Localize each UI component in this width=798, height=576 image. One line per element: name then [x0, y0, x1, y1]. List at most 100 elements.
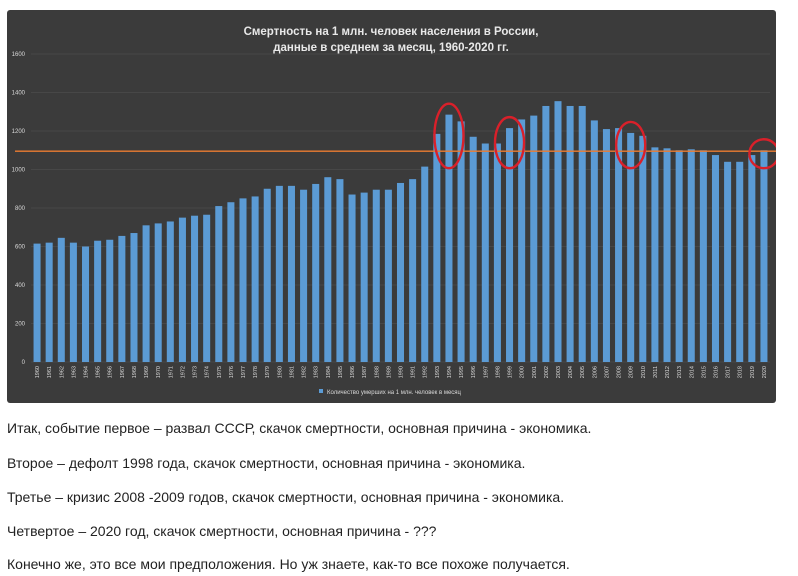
- x-tick-label: 2006: [592, 366, 598, 378]
- x-tick-label: 1975: [217, 366, 223, 378]
- bar-1997: [481, 143, 489, 362]
- x-tick-label: 1972: [180, 366, 186, 378]
- bar-1968: [130, 233, 138, 362]
- x-tick-label: 1970: [156, 366, 162, 378]
- x-tick-label: 2000: [520, 366, 526, 378]
- bar-2006: [590, 120, 598, 362]
- y-axis-tick-labels: 0 200 400 600 800 1000 1200 1400 1600: [12, 52, 26, 366]
- x-tick-label: 1971: [168, 366, 174, 378]
- bar-1999: [506, 128, 514, 362]
- x-tick-label: 1992: [423, 366, 429, 378]
- paragraph-3: Третье – кризис 2008 -2009 годов, скачок…: [7, 489, 565, 505]
- legend: Количество умерших на 1 млн. человек в м…: [319, 389, 462, 396]
- legend-swatch: [319, 389, 323, 393]
- bar-1972: [178, 217, 186, 362]
- bar-1978: [251, 196, 259, 362]
- x-tick-label: 2018: [738, 366, 744, 378]
- x-tick-label: 2003: [556, 366, 562, 378]
- x-tick-label: 2014: [689, 366, 695, 378]
- bar-2010: [639, 135, 647, 362]
- bar-1996: [469, 136, 477, 362]
- bar-2002: [542, 105, 550, 362]
- bar-1984: [324, 177, 332, 362]
- bar-1991: [409, 179, 417, 362]
- x-tick-label: 1999: [508, 366, 514, 378]
- bar-2015: [699, 150, 707, 362]
- x-tick-label: 1989: [386, 366, 392, 378]
- x-tick-label: 1965: [96, 366, 102, 378]
- bar-1971: [166, 221, 174, 362]
- bar-2017: [724, 161, 732, 362]
- bar-2000: [518, 119, 526, 362]
- x-tick-label: 2017: [726, 366, 732, 378]
- x-tick-label: 1996: [471, 366, 477, 378]
- x-tick-label: 2011: [653, 366, 659, 378]
- x-tick-label: 2001: [532, 366, 538, 378]
- bar-1982: [300, 189, 308, 362]
- bar-1994: [445, 114, 453, 362]
- x-tick-label: 1973: [193, 366, 199, 378]
- bar-1960: [33, 243, 41, 362]
- x-tick-label: 1962: [59, 366, 65, 378]
- x-tick-label: 2007: [604, 366, 610, 378]
- chart-title-line-1: Смертность на 1 млн. человек населения в…: [244, 26, 539, 38]
- highlight-circle-2020: [748, 138, 776, 170]
- x-tick-label: 1964: [84, 366, 90, 378]
- x-tick-label: 1960: [35, 366, 41, 378]
- bar-2008: [615, 128, 623, 362]
- highlight-circle-1994: [433, 102, 465, 170]
- bar-2013: [675, 150, 683, 362]
- bar-1969: [142, 225, 150, 362]
- bar-1974: [203, 214, 211, 362]
- bar-2007: [602, 129, 610, 362]
- x-tick-label: 1991: [411, 366, 417, 378]
- bar-1961: [45, 242, 53, 362]
- bar-1986: [348, 194, 356, 362]
- bar-1965: [94, 240, 102, 362]
- x-axis-tick-labels: 1960 1961 1962 1963 1964 1965 1966 1967 1968 1969…: [35, 366, 768, 378]
- x-tick-label: 1969: [144, 366, 150, 378]
- x-tick-label: 2005: [580, 366, 586, 378]
- bar-2020: [760, 150, 768, 362]
- x-tick-label: 1968: [132, 366, 138, 378]
- x-tick-label: 1993: [435, 366, 441, 378]
- x-tick-label: 2020: [762, 366, 768, 378]
- x-tick-label: 2016: [713, 366, 719, 378]
- x-tick-label: 1982: [302, 366, 308, 378]
- y-tick-label: 200: [15, 322, 26, 328]
- highlight-circle-2009: [614, 120, 647, 170]
- bar-1983: [312, 183, 320, 362]
- bar-2011: [651, 147, 659, 362]
- bar-1976: [227, 202, 235, 362]
- paragraph-4: Четвертое – 2020 год, скачок смертности,…: [7, 523, 437, 539]
- chart-card: Смертность на 1 млн. человек населения в…: [7, 10, 776, 403]
- x-tick-label: 2019: [750, 366, 756, 378]
- x-tick-label: 2002: [544, 366, 550, 378]
- x-tick-label: 1966: [108, 366, 114, 378]
- x-tick-label: 1985: [338, 366, 344, 378]
- bar-1964: [82, 246, 90, 362]
- bar-1989: [384, 189, 392, 362]
- x-tick-label: 1988: [374, 366, 380, 378]
- chart-title-line-2: данные в среднем за месяц, 1960-2020 гг.: [273, 42, 509, 54]
- x-tick-label: 1963: [71, 366, 77, 378]
- y-tick-label: 0: [22, 360, 26, 366]
- bar-2019: [748, 155, 756, 362]
- x-tick-label: 1983: [314, 366, 320, 378]
- bar-1973: [191, 215, 199, 362]
- bar-2003: [554, 101, 562, 362]
- y-tick-label: 1400: [12, 91, 26, 97]
- highlight-circles: [433, 102, 776, 170]
- x-tick-label: 1976: [229, 366, 235, 378]
- x-tick-label: 1995: [459, 366, 465, 378]
- x-tick-label: 1997: [483, 366, 489, 378]
- x-tick-label: 1981: [289, 366, 295, 378]
- y-tick-label: 1000: [12, 168, 26, 174]
- bar-2012: [663, 148, 671, 362]
- x-tick-label: 1984: [326, 366, 332, 378]
- x-tick-label: 1961: [47, 366, 53, 378]
- x-tick-label: 1978: [253, 366, 259, 378]
- bar-2014: [687, 149, 695, 362]
- bar-2009: [627, 132, 635, 362]
- x-tick-label: 1986: [350, 366, 356, 378]
